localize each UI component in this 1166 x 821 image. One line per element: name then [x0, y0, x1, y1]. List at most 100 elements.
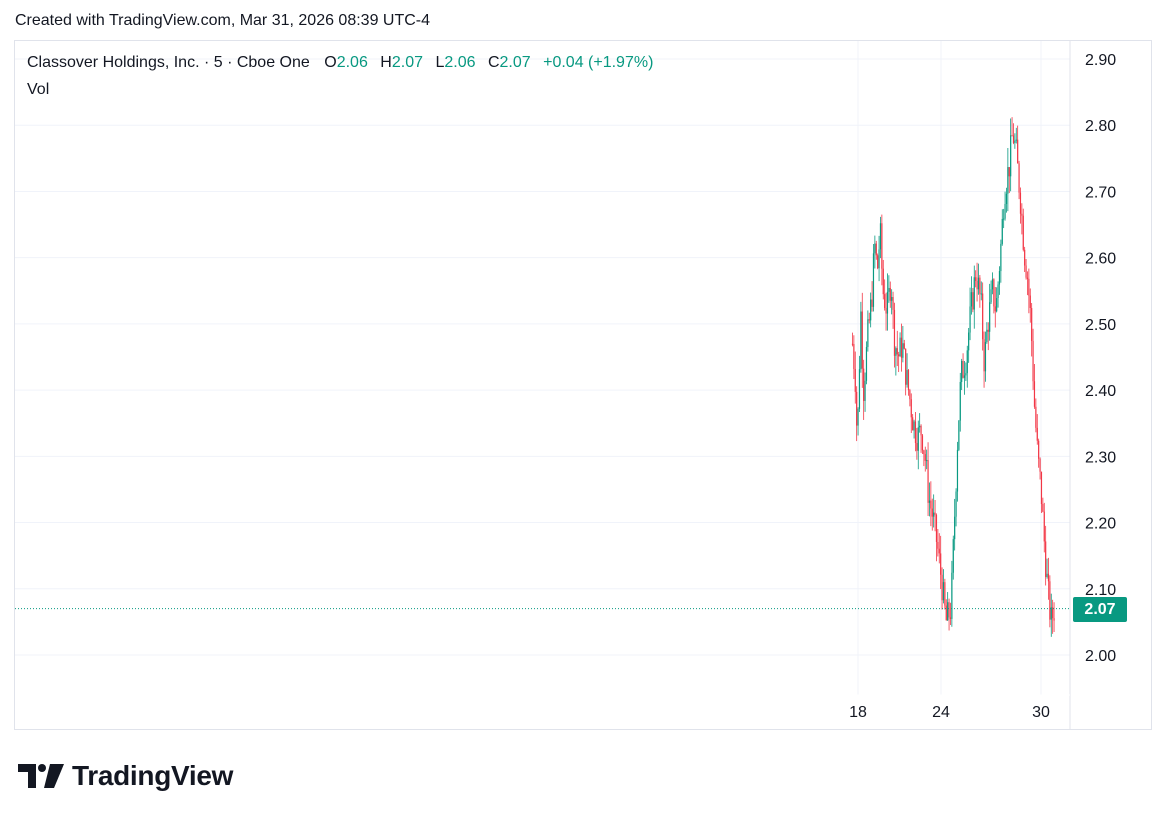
symbol-legend: Classover Holdings, Inc. · 5 · Cboe One … [27, 54, 653, 72]
candle-body-down [1035, 406, 1037, 428]
candle-body-down [1036, 427, 1038, 441]
candle-body-up [895, 348, 897, 356]
created-with-caption: Created with TradingView.com, Mar 31, 20… [15, 12, 431, 29]
price-tick-label: 2.10 [1085, 582, 1116, 599]
candle-body-down [931, 508, 933, 517]
candle-body-up [986, 329, 988, 343]
candle-body-up [902, 343, 904, 358]
candle-body-down [914, 421, 917, 443]
candle-body-down [889, 287, 891, 301]
candle-body-up [966, 350, 968, 374]
candle-body-down [982, 293, 984, 340]
candle-body-down [993, 279, 995, 307]
time-tick-label: 30 [1032, 704, 1050, 721]
candle-body-down [909, 390, 911, 400]
candle-body-up [865, 346, 868, 381]
candle-body-up [1010, 135, 1012, 177]
candle-body-up [947, 602, 949, 621]
candle-body-down [903, 343, 905, 349]
candle-body-down [994, 306, 996, 312]
candle-body-down [882, 268, 884, 295]
candle-body-down [896, 348, 898, 355]
candle-body-down [868, 319, 870, 321]
candle-body-down [1053, 618, 1055, 621]
candle-body-down [851, 343, 854, 345]
candle-body-down [910, 399, 912, 418]
price-tick-label: 2.00 [1085, 648, 1116, 665]
candle-body-up [1001, 218, 1003, 244]
candle-body-down [1031, 307, 1033, 341]
high-value: 2.07 [391, 54, 423, 71]
candle-body-down [948, 602, 950, 618]
candle-body-up [965, 373, 967, 376]
candle-body-up [996, 298, 998, 312]
candle-body-down [987, 329, 989, 332]
candle-body-up [870, 299, 872, 321]
close-label: C [487, 54, 500, 71]
candle-body-up [959, 381, 961, 421]
candle-body-up [891, 297, 893, 301]
candle-body-up [872, 253, 875, 307]
price-tick-label: 2.40 [1085, 383, 1116, 400]
candle-body-up [961, 360, 963, 382]
candle-body-down [940, 553, 942, 575]
candle-body-up [968, 332, 970, 351]
candle-body-up [879, 223, 882, 250]
candle-body-up [906, 370, 908, 385]
candle-body-up [1046, 573, 1048, 577]
time-tick-label: 24 [932, 704, 950, 721]
close-value: 2.07 [499, 54, 531, 71]
time-axis: 18 24 30 [849, 704, 1050, 721]
candle-body-up [913, 421, 915, 431]
candle-body-up [977, 277, 980, 290]
candle-body-down [1052, 607, 1054, 619]
change-value: +0.04 (+1.97%) [543, 54, 654, 71]
candle-body-down [941, 574, 943, 601]
candle-body-up [963, 375, 966, 378]
candle-body-down [1043, 511, 1045, 542]
candle-body-down [898, 354, 900, 357]
candle-body-up [919, 425, 921, 428]
candle-body-down [1018, 163, 1020, 193]
open-label: O [324, 54, 337, 71]
candle-body-down [1011, 135, 1013, 137]
candle-body-down [927, 460, 929, 503]
candle-body-down [885, 307, 887, 314]
candle-body-down [912, 417, 914, 431]
candle-body-down [861, 311, 863, 369]
candle-body-down [923, 450, 925, 455]
candle-body-up [1004, 203, 1006, 219]
candle-body-up [860, 311, 862, 370]
symbol-title: Classover Holdings, Inc. · 5 · Cboe One [27, 54, 310, 71]
candle-body-up [1014, 140, 1016, 143]
candle-body-up [942, 582, 945, 601]
candle-body-down [945, 605, 947, 621]
candle-body-up [952, 539, 954, 573]
candle-body-down [938, 548, 940, 554]
candle-body-down [907, 370, 910, 391]
candle-body-down [853, 344, 855, 369]
price-tick-label: 2.20 [1085, 516, 1116, 533]
candle-body-down [1040, 471, 1043, 505]
candle-body-up [933, 512, 935, 517]
last-price-tag: 2.07 [1073, 597, 1127, 622]
candle-body-down [875, 243, 877, 256]
low-label: L [435, 54, 445, 71]
tradingview-logo[interactable]: TradingView [18, 759, 233, 793]
candle-body-up [874, 243, 876, 254]
candle-body-down [916, 442, 918, 451]
candle-body-up [969, 306, 971, 333]
tradingview-wordmark: TradingView [72, 760, 234, 791]
candle-body-down [1032, 340, 1034, 382]
chart-frame[interactable] [14, 40, 1152, 730]
candle-body-up [878, 249, 880, 269]
candle-body-up [858, 369, 861, 409]
candle-body-down [1038, 440, 1040, 459]
price-tick-label: 2.70 [1085, 184, 1116, 201]
candle-body-down [877, 255, 879, 269]
candle-body-up [899, 337, 901, 357]
candle-body-down [881, 223, 883, 269]
candle-body-down [893, 309, 896, 356]
candle-body-up [951, 572, 953, 619]
